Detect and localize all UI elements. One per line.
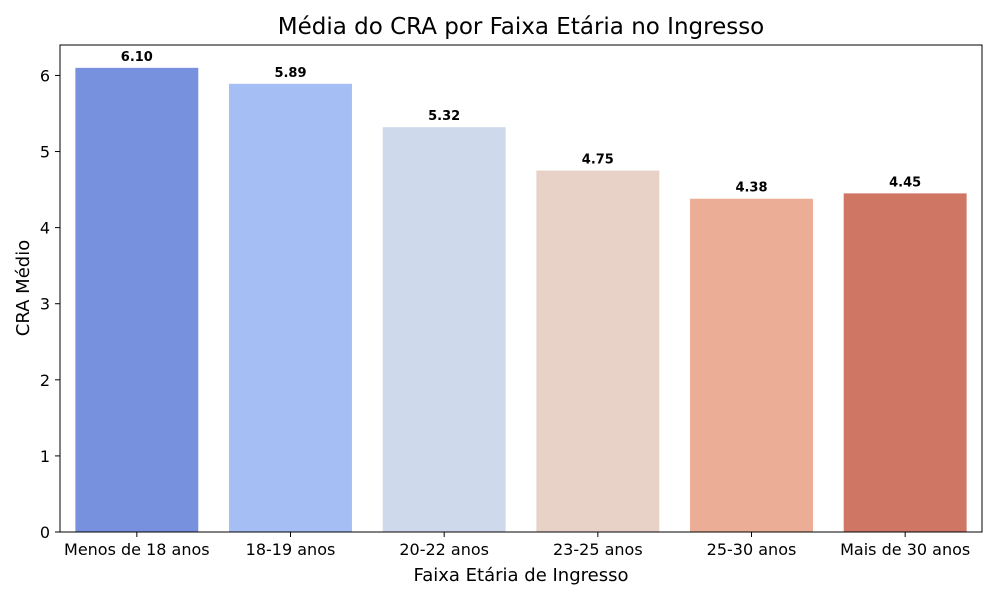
bar-4: [536, 170, 660, 532]
bar-5: [690, 198, 813, 532]
x-tick-label: Mais de 30 anos: [840, 540, 970, 559]
x-tick-label: 18-19 anos: [246, 540, 336, 559]
x-tick-label: 20-22 anos: [399, 540, 489, 559]
x-tick-label: Menos de 18 anos: [64, 540, 210, 559]
y-tick-label: 3: [40, 295, 50, 314]
y-tick-label: 2: [40, 371, 50, 390]
bar-2: [229, 83, 352, 533]
y-tick-label: 0: [40, 523, 50, 542]
plot-frame: [59, 44, 983, 533]
bar-6: [843, 193, 967, 532]
bar-value-label: 4.75: [582, 153, 614, 168]
x-axis-label: Faixa Etária de Ingresso: [414, 565, 629, 586]
bar-1: [75, 67, 199, 532]
bar-value-label: 6.10: [121, 50, 153, 65]
y-axis-label: CRA Médio: [13, 240, 34, 336]
y-tick-label: 6: [40, 66, 50, 85]
chart-title: Média do CRA por Faixa Etária no Ingress…: [278, 14, 765, 40]
x-tick-label: 25-30 anos: [707, 540, 797, 559]
bar-value-label: 5.89: [274, 66, 306, 81]
y-tick-label: 4: [40, 219, 50, 238]
bar-value-label: 4.45: [889, 175, 921, 190]
y-tick-label: 5: [40, 143, 50, 162]
x-tick-label: 23-25 anos: [553, 540, 643, 559]
y-tick-label: 1: [40, 447, 50, 466]
bar-3: [382, 127, 506, 533]
bar-value-label: 5.32: [428, 109, 460, 124]
bar-value-label: 4.38: [735, 181, 767, 196]
